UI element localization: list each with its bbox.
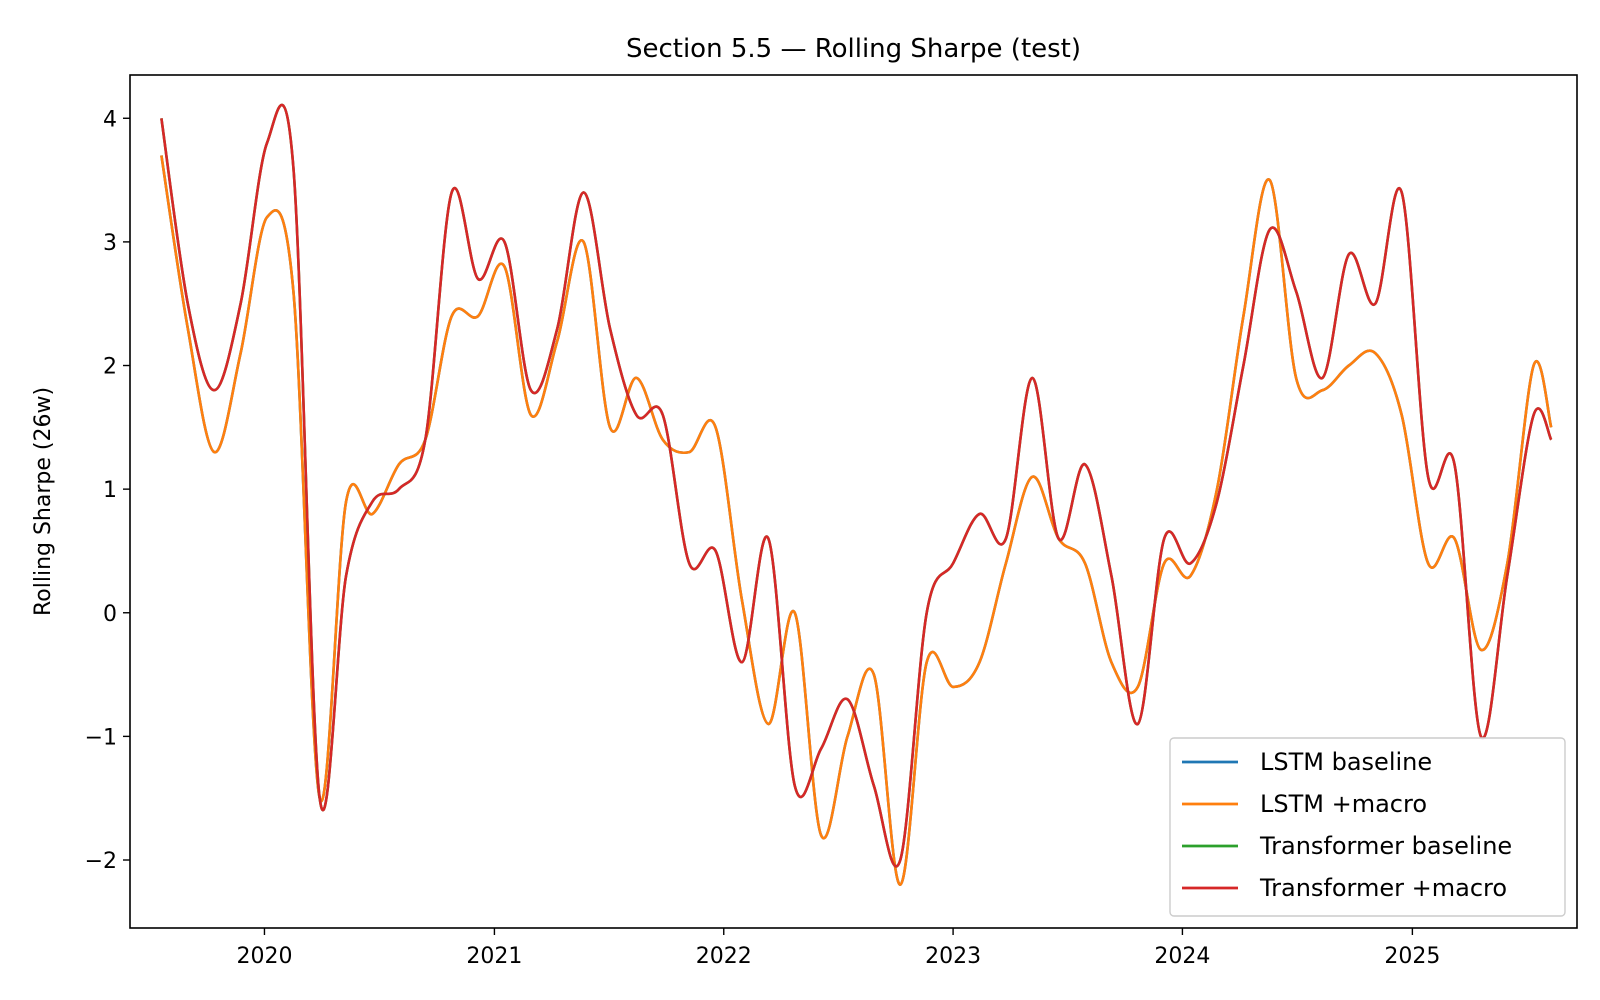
x-tick-label: 2020	[236, 944, 292, 969]
legend-box	[1169, 737, 1566, 917]
chart-title: Section 5.5 — Rolling Sharpe (test)	[626, 34, 1081, 64]
y-axis-ticks: −2 −1 0 1 2 3 4	[85, 107, 130, 874]
legend: LSTM baseline LSTM +macro Transformer base…	[1169, 737, 1566, 917]
y-tick-label: 4	[103, 107, 117, 132]
y-axis-label: Rolling Sharpe (26w)	[31, 387, 56, 616]
x-tick-label: 2025	[1384, 944, 1440, 969]
y-tick-label: −2	[85, 849, 117, 874]
legend-label-transformer-baseline: Transformer baseline	[1259, 832, 1512, 860]
legend-label-lstm-macro: LSTM +macro	[1260, 790, 1427, 818]
y-tick-label: −1	[85, 725, 117, 750]
x-axis-ticks: 2020 2021 2022 2023 2024 2025	[236, 928, 1440, 969]
y-tick-label: 2	[103, 355, 117, 380]
x-tick-label: 2023	[925, 944, 981, 969]
series-line-transformer-macro	[160, 103, 1553, 868]
plot-area-frame	[129, 74, 1578, 929]
series-lines	[160, 103, 1553, 887]
legend-label-lstm-baseline: LSTM baseline	[1260, 748, 1432, 776]
legend-label-transformer-macro: Transformer +macro	[1259, 874, 1507, 902]
y-tick-label: 1	[103, 478, 117, 503]
x-tick-label: 2024	[1154, 944, 1210, 969]
y-tick-label: 3	[103, 231, 117, 256]
x-tick-label: 2022	[696, 944, 752, 969]
series-line-lstm-macro	[160, 155, 1553, 887]
y-tick-label: 0	[103, 602, 117, 627]
x-tick-label: 2021	[466, 944, 522, 969]
